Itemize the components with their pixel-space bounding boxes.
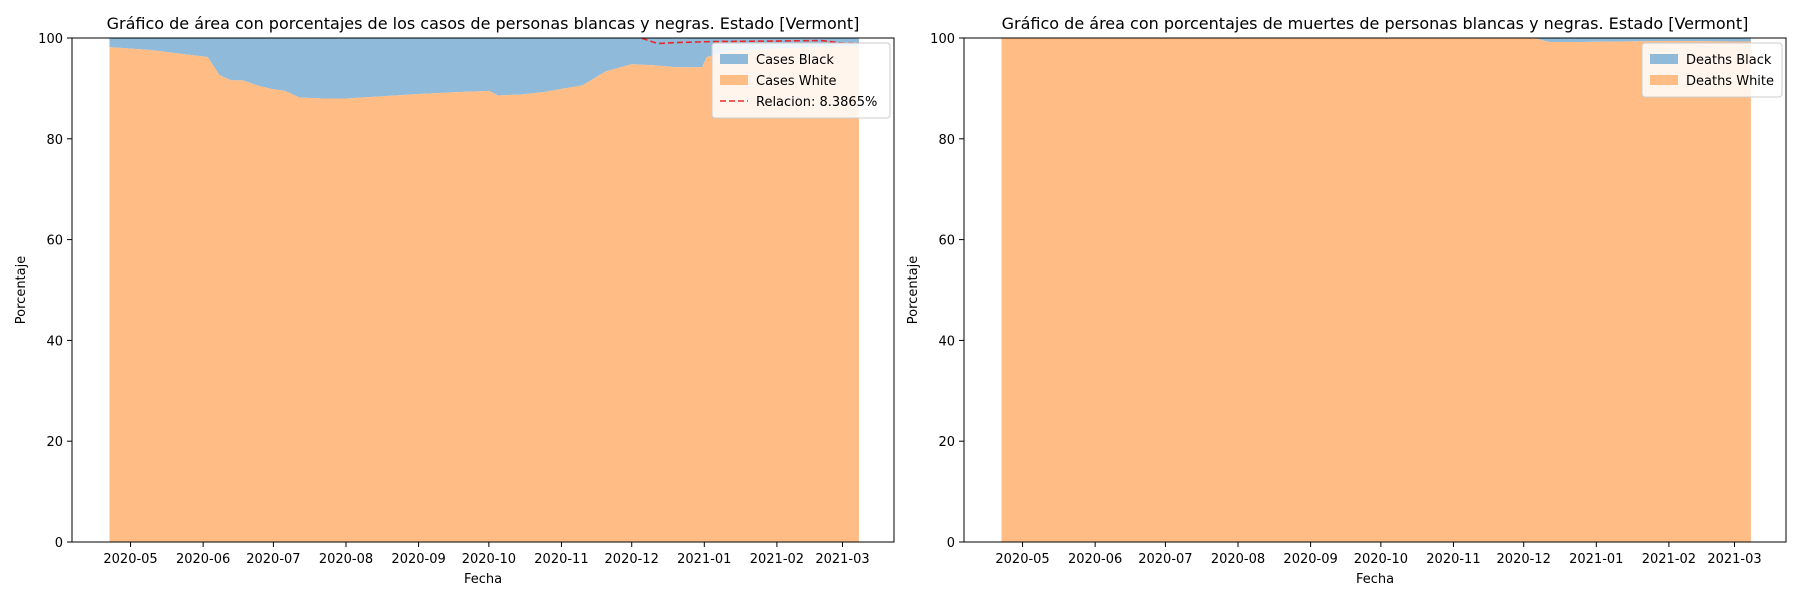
y-tick-label: 20 (938, 435, 955, 450)
legend-box (711, 42, 891, 119)
x-tick-label: 2020-12 (1497, 552, 1551, 567)
x-tick-label: 2021-03 (1707, 552, 1761, 567)
y-tick-label: 60 (938, 234, 955, 249)
y-tick-label: 100 (930, 32, 955, 47)
y-axis-label: Porcentaje (14, 256, 29, 324)
legend-swatch (720, 75, 748, 85)
legend-label: Deaths White (1686, 74, 1774, 89)
chart-panel-1: 2020-05 2020-06 2020-07 2020-08 2020-09 2020-… (14, 14, 895, 587)
legend-swatch (1650, 54, 1678, 64)
legend-swatch (1650, 75, 1678, 85)
legend-swatch (720, 54, 748, 64)
area-cases-white (109, 46, 859, 543)
x-tick-label: 2020-06 (1068, 552, 1122, 567)
x-tick-label: 2020-07 (1138, 552, 1192, 567)
x-tick-label: 2021-02 (750, 552, 804, 567)
y-tick-label: 0 (947, 536, 955, 551)
x-tick-label: 2021-01 (677, 552, 731, 567)
chart-panel-2: 2020-05 2020-06 2020-07 2020-08 2020-09 2020-… (906, 14, 1787, 587)
y-tick-label: 80 (938, 133, 955, 148)
x-tick-label: 2020-05 (995, 552, 1049, 567)
y-tick-label: 40 (938, 334, 955, 349)
x-tick-label: 2020-10 (1354, 552, 1408, 567)
legend: Cases Black Cases White Relacion: 8.3865% (711, 42, 891, 119)
x-tick-label: 2020-09 (391, 552, 445, 567)
plot-frame (71, 37, 895, 543)
area-deaths-white (1001, 38, 1751, 542)
y-tick-label: 80 (46, 133, 63, 148)
x-tick-label: 2020-07 (246, 552, 300, 567)
y-tick-label: 20 (46, 435, 63, 450)
chart-title: Gráfico de área con porcentajes de los c… (107, 14, 860, 33)
x-tick-label: 2020-08 (1211, 552, 1265, 567)
y-tick-label: 100 (38, 32, 63, 47)
x-tick-label: 2021-02 (1642, 552, 1696, 567)
x-tick-label: 2021-03 (815, 552, 869, 567)
area-deaths-black (1001, 38, 1751, 43)
y-axis-label: Porcentaje (906, 256, 921, 324)
legend-label: Cases White (756, 74, 837, 89)
legend-label: Deaths Black (1686, 53, 1772, 68)
legend-label: Relacion: 8.3865% (756, 95, 877, 110)
y-tick-label: 0 (55, 536, 63, 551)
x-tick-label: 2020-10 (462, 552, 516, 567)
y-tick-label: 40 (46, 334, 63, 349)
x-tick-label: 2020-09 (1283, 552, 1337, 567)
x-tick-label: 2020-11 (1426, 552, 1480, 567)
ratio-line (629, 38, 859, 45)
legend: Deaths Black Deaths White (1641, 42, 1783, 98)
area-cases-black (109, 38, 859, 99)
x-tick-label: 2020-06 (176, 552, 230, 567)
x-tick-label: 2020-12 (605, 552, 659, 567)
plot-frame (963, 37, 1787, 543)
chart-title: Gráfico de área con porcentajes de muert… (1002, 14, 1749, 33)
x-tick-label: 2020-05 (103, 552, 157, 567)
x-tick-label: 2020-08 (319, 552, 373, 567)
x-axis-label: Fecha (1356, 572, 1394, 587)
x-tick-label: 2021-01 (1569, 552, 1623, 567)
x-axis-label: Fecha (464, 572, 502, 587)
y-tick-label: 60 (46, 234, 63, 249)
legend-label: Cases Black (756, 53, 834, 68)
x-tick-label: 2020-11 (534, 552, 588, 567)
